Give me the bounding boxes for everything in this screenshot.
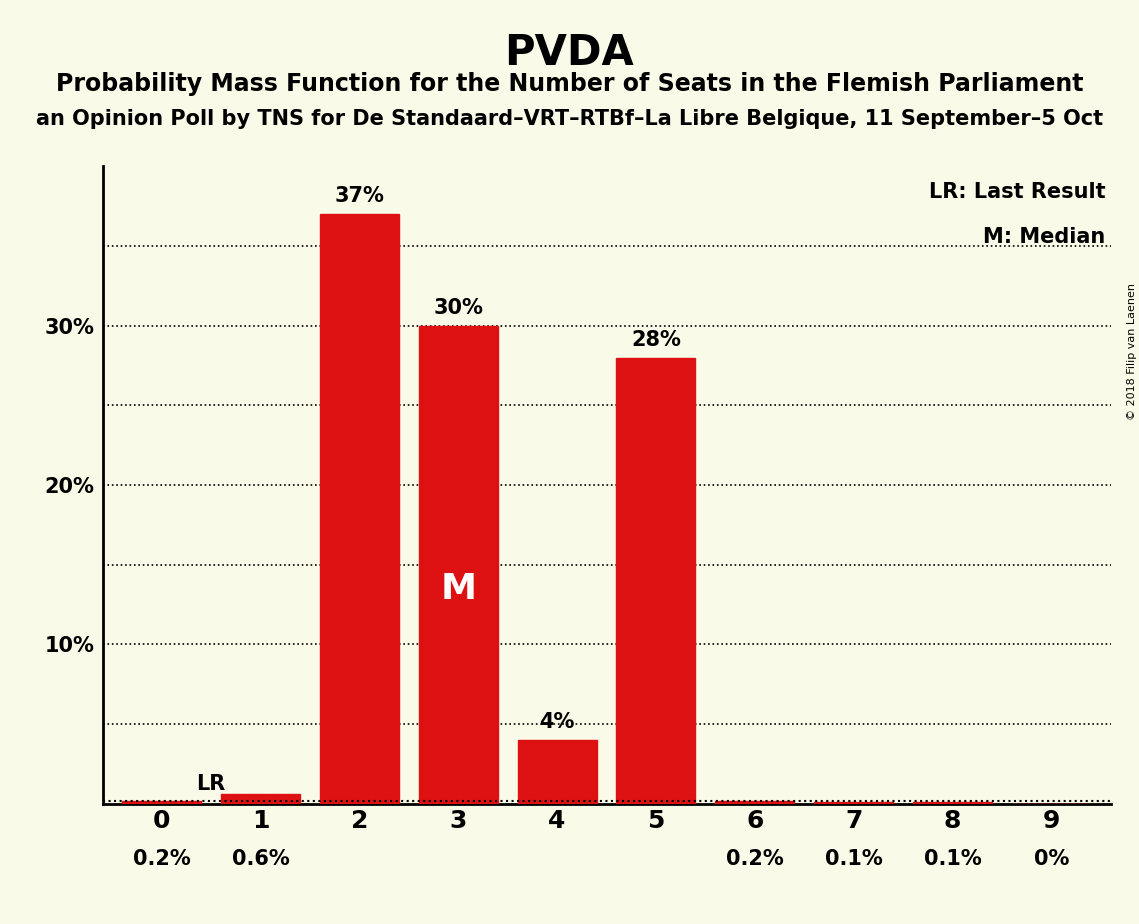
Text: 0.2%: 0.2%: [726, 848, 784, 869]
Text: 0%: 0%: [1033, 848, 1068, 869]
Text: 0.1%: 0.1%: [924, 848, 982, 869]
Text: PVDA: PVDA: [505, 32, 634, 74]
Text: LR: LR: [196, 774, 226, 795]
Text: 0.1%: 0.1%: [825, 848, 883, 869]
Text: 37%: 37%: [335, 186, 384, 206]
Bar: [912, 802, 992, 804]
Text: an Opinion Poll by TNS for De Standaard–VRT–RTBf–La Libre Belgique, 11 September: an Opinion Poll by TNS for De Standaard–…: [36, 109, 1103, 129]
Bar: [517, 740, 597, 804]
Text: Probability Mass Function for the Number of Seats in the Flemish Parliament: Probability Mass Function for the Number…: [56, 72, 1083, 96]
Text: 0.6%: 0.6%: [231, 848, 289, 869]
Bar: [320, 214, 399, 804]
Bar: [814, 802, 893, 804]
Text: 30%: 30%: [433, 298, 483, 318]
Text: LR: Last Result: LR: Last Result: [929, 182, 1106, 202]
Text: M: M: [441, 572, 476, 606]
Bar: [122, 801, 202, 804]
Text: 4%: 4%: [540, 712, 575, 732]
Bar: [419, 326, 498, 804]
Bar: [221, 795, 301, 804]
Bar: [715, 801, 794, 804]
Text: M: Median: M: Median: [983, 227, 1106, 247]
Text: 0.2%: 0.2%: [133, 848, 190, 869]
Bar: [616, 358, 696, 804]
Text: 28%: 28%: [631, 330, 681, 349]
Text: © 2018 Filip van Laenen: © 2018 Filip van Laenen: [1126, 283, 1137, 419]
